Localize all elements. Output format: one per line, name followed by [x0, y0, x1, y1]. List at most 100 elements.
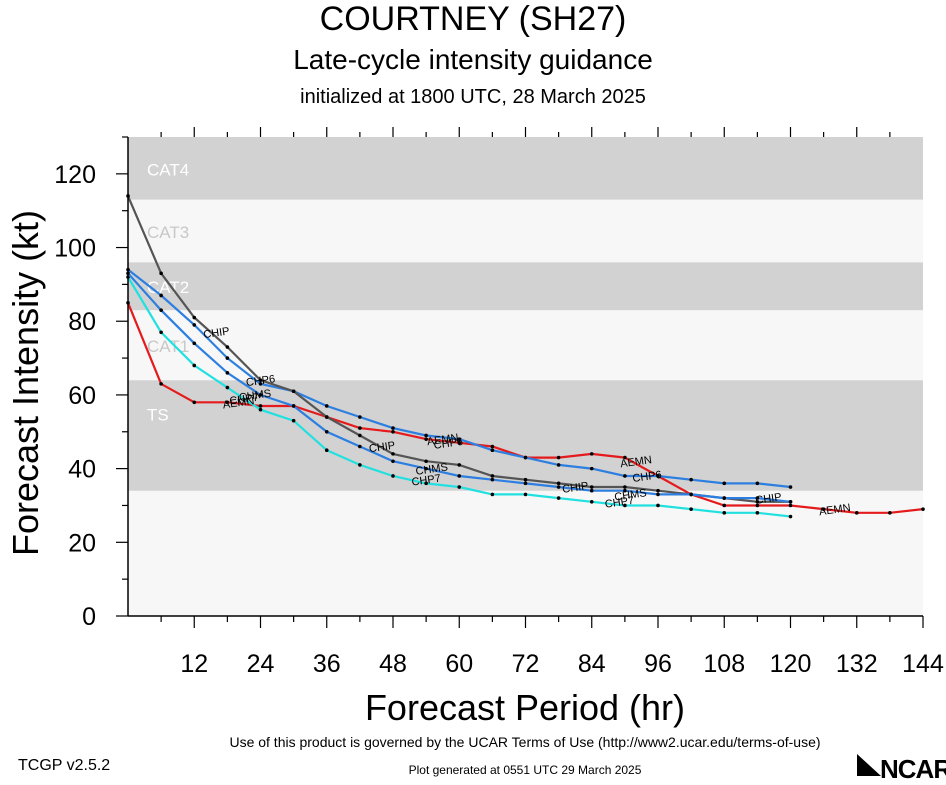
data-point-chp6	[424, 433, 428, 438]
data-point-chip	[457, 463, 462, 467]
data-point-chip	[159, 271, 163, 276]
x-tick-label: 96	[644, 650, 672, 678]
x-tick-label: 84	[578, 650, 606, 678]
data-point-chp7	[623, 503, 627, 508]
data-point-chms	[225, 371, 230, 375]
series-label-aemn: AEMN	[818, 502, 851, 518]
initialized-time: initialized at 1800 UTC, 28 March 2025	[300, 86, 646, 108]
page-title: COURTNEY (SH27)	[319, 0, 627, 38]
data-point-chip	[192, 315, 197, 320]
data-point-chip	[755, 499, 760, 504]
data-point-chip	[225, 345, 230, 349]
data-point-chms	[788, 499, 793, 504]
data-point-chp6	[324, 404, 329, 408]
x-tick-label: 132	[836, 650, 878, 678]
terms-of-use: Use of this product is governed by the U…	[229, 734, 821, 750]
data-point-chp7	[291, 418, 296, 423]
band-cat2	[128, 262, 923, 311]
data-point-chms	[457, 474, 462, 478]
data-point-chp7	[159, 330, 163, 335]
data-point-chms	[258, 393, 263, 397]
data-point-chp6	[556, 463, 561, 467]
data-point-aemn	[391, 429, 395, 434]
data-point-aemn	[888, 511, 892, 515]
data-point-chp6	[490, 448, 495, 452]
data-point-chp6	[722, 481, 727, 486]
data-point-aemn	[556, 455, 561, 460]
data-point-chp6	[589, 466, 594, 471]
data-point-chp7	[192, 363, 197, 368]
data-point-aemn	[921, 507, 925, 511]
data-point-chip	[623, 485, 627, 489]
series-label-chp7: CHP7	[411, 473, 442, 489]
data-point-chp6	[225, 356, 230, 360]
band-cat4	[128, 137, 923, 200]
band-cat3	[128, 199, 923, 263]
data-point-chip	[258, 378, 263, 382]
band-label-cat1: CAT1	[147, 337, 189, 356]
x-tick-label: 36	[313, 650, 341, 678]
series-label-chp7: CHP7	[229, 392, 260, 408]
data-point-chp6	[523, 455, 528, 460]
data-point-chp7	[788, 514, 793, 519]
data-point-chp6	[192, 323, 197, 327]
y-tick-label: 80	[68, 308, 96, 336]
data-point-aemn	[192, 400, 197, 405]
ncar-logo-icon	[857, 754, 881, 776]
data-point-chp6	[457, 437, 462, 441]
data-point-chp7	[391, 474, 395, 478]
data-point-chms	[324, 429, 329, 434]
data-point-chip	[523, 477, 528, 482]
data-point-chp7	[324, 448, 329, 452]
data-point-chp6	[623, 474, 627, 478]
data-point-chms	[589, 488, 594, 493]
data-point-chip	[291, 389, 296, 394]
data-point-aemn	[358, 426, 362, 430]
series-lines	[126, 194, 925, 519]
data-point-chms	[556, 485, 561, 489]
data-point-chp7	[490, 492, 495, 497]
data-point-aemn	[821, 507, 826, 511]
x-tick-label: 60	[445, 650, 473, 678]
data-point-chip	[656, 488, 660, 493]
data-point-chip	[556, 481, 561, 486]
x-tick-label: 108	[703, 650, 745, 678]
data-point-chp7	[258, 407, 263, 412]
data-point-chms	[391, 459, 395, 464]
generated-time: Plot generated at 0551 UTC 29 March 2025	[408, 763, 642, 777]
series-label-chip: CHIP	[561, 480, 589, 496]
data-point-chms	[159, 308, 163, 312]
data-point-chp6	[755, 481, 760, 486]
series-label-aemn: AEMN	[619, 454, 652, 470]
y-tick-label: 0	[82, 603, 96, 631]
data-point-chip	[490, 474, 495, 478]
data-point-chip	[391, 452, 395, 456]
series-label-chp6: CHP6	[632, 469, 663, 485]
data-point-aemn	[854, 511, 859, 515]
ncar-logo-text: NCAR	[880, 754, 946, 784]
series-label-chp6: CHP6	[433, 436, 464, 452]
data-point-chms	[192, 341, 197, 346]
data-point-chp6	[358, 415, 362, 419]
data-point-aemn	[623, 455, 627, 460]
data-point-chms	[424, 466, 428, 471]
series-label-aemn: AEMN	[222, 395, 255, 411]
data-point-chms	[490, 477, 495, 482]
x-tick-label: 120	[770, 650, 812, 678]
data-point-chms	[623, 488, 627, 493]
data-point-chp7	[556, 496, 561, 500]
version-label: TCGP v2.5.2	[18, 757, 111, 774]
x-tick-label: 48	[379, 650, 407, 678]
data-point-chp7	[722, 511, 727, 515]
data-point-chms	[755, 496, 760, 500]
data-point-chip	[424, 459, 428, 464]
axes: 0 20 40 60 80 100 120 12 24 36 48 60 72 84 96 108 120 132…	[54, 127, 944, 678]
data-point-aemn	[457, 441, 462, 445]
y-axis-label: Forecast Intensity (kt)	[5, 210, 46, 556]
data-point-chip	[358, 433, 362, 438]
data-point-aemn	[722, 503, 727, 508]
series-label-chip: CHIP	[368, 440, 396, 456]
data-point-chp7	[755, 511, 760, 515]
